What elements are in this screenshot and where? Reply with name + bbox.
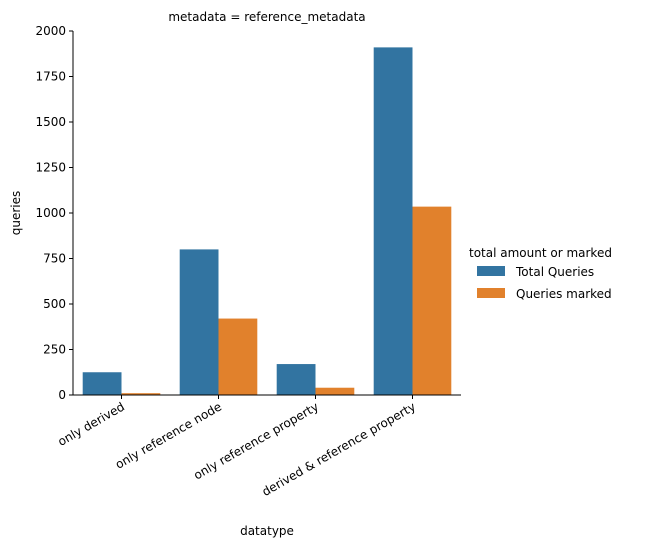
bar-queries-marked-1 — [218, 318, 258, 395]
bar-total-queries-0 — [82, 372, 122, 395]
legend-swatch — [477, 288, 505, 298]
bars-group — [82, 47, 452, 395]
legend-title: total amount or marked — [469, 246, 612, 260]
bar-total-queries-3 — [373, 47, 413, 395]
bar-queries-marked-3 — [412, 206, 452, 395]
x-tick-label: derived & reference property — [260, 399, 418, 499]
bar-total-queries-1 — [179, 249, 219, 395]
y-tick-label: 1750 — [35, 70, 66, 84]
legend-label: Total Queries — [515, 265, 594, 279]
x-tick-label: only derived — [55, 399, 127, 448]
legend: total amount or marked Total Queries Quer… — [469, 246, 612, 301]
chart-title: metadata = reference_metadata — [168, 10, 365, 24]
y-axis: 0 250 500 750 1000 1250 1500 1750 2000 — [35, 24, 74, 402]
legend-label: Queries marked — [516, 287, 612, 301]
bar-queries-marked-0 — [121, 393, 161, 395]
x-axis-label: datatype — [240, 524, 294, 538]
y-axis-label: queries — [9, 191, 23, 236]
bar-total-queries-2 — [276, 364, 316, 395]
y-tick-label: 2000 — [35, 24, 66, 38]
y-tick-label: 0 — [58, 388, 66, 402]
bar-queries-marked-2 — [315, 387, 355, 395]
y-tick-label: 750 — [43, 252, 66, 266]
y-tick-label: 250 — [43, 343, 66, 357]
y-tick-label: 1000 — [35, 206, 66, 220]
y-tick-label: 1250 — [35, 161, 66, 175]
y-tick-label: 500 — [43, 297, 66, 311]
legend-swatch — [477, 266, 505, 276]
y-tick-label: 1500 — [35, 115, 66, 129]
